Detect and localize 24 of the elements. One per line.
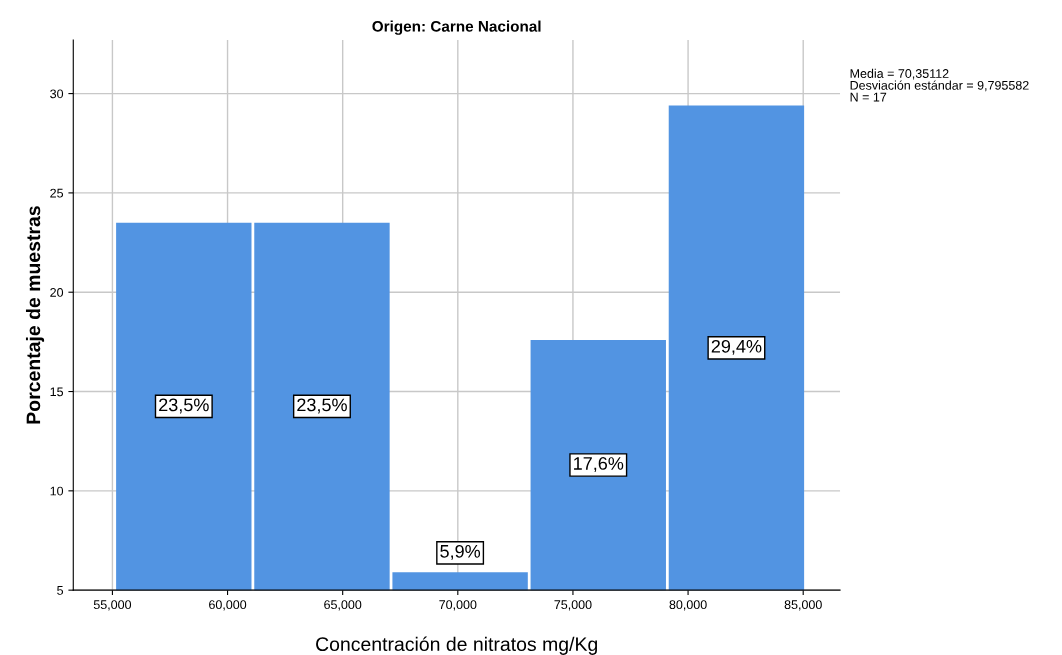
x-tick-label: 60,000 [209,600,247,611]
y-tick-label: 30 [50,89,64,99]
y-tick-label: 5 [57,586,64,595]
chart-title: Origen: Carne Nacional [372,20,541,35]
text: N = 17 [850,92,887,102]
data-label: 29,4% [711,339,762,355]
x-tick-label: 80,000 [669,600,707,611]
data-label: 17,6% [574,457,624,472]
y-tick-label: 15 [50,387,64,397]
text: Media = 70,35112 [850,68,949,80]
x-tick-label: 70,000 [439,600,477,611]
x-tick-label: 85,000 [784,600,822,611]
y-tick-label: 20 [50,288,64,297]
text: Desviación estándar = 9,795582 [850,80,1029,92]
x-axis-title: Concentración de nitratos mg/Kg [316,636,598,655]
y-axis-title: Porcentaje de muestras [25,206,45,424]
data-label: 23,5% [297,398,347,414]
data-label: 23,5% [159,398,209,414]
x-tick-label: 55,000 [93,600,132,611]
y-tick-label: 10 [50,486,64,496]
data-label: 5,9% [440,544,481,560]
y-tick-label: 25 [50,188,64,198]
x-tick-label: 65,000 [324,600,362,611]
x-tick-label: 75,000 [554,600,592,611]
